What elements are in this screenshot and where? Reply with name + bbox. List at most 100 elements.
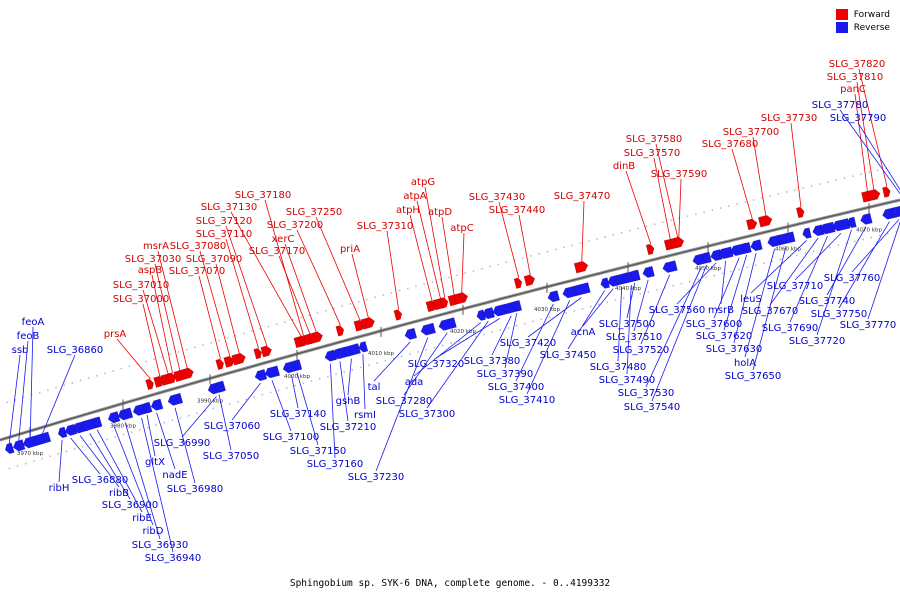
gene-reverse[interactable] (117, 407, 134, 422)
gene-forward-label[interactable]: SLG_37120 (196, 216, 252, 227)
gene-forward-label[interactable]: SLG_37440 (489, 205, 545, 216)
gene-reverse-label[interactable]: feoA (22, 317, 45, 328)
gene-reverse-label[interactable]: SLG_37560 (649, 305, 705, 316)
gene-reverse[interactable] (4, 442, 15, 455)
gene-forward-label[interactable]: SLG_37110 (196, 229, 252, 240)
gene-reverse-label[interactable]: SLG_37150 (290, 446, 346, 457)
gene-reverse[interactable] (512, 300, 523, 312)
gene-reverse-label[interactable]: rsmI (354, 410, 376, 421)
gene-forward-label[interactable]: SLG_37310 (357, 221, 413, 232)
gene-reverse-label[interactable]: SLG_37280 (376, 396, 432, 407)
gene-reverse[interactable] (254, 368, 268, 382)
gene-reverse[interactable] (709, 249, 723, 262)
gene-forward-label[interactable]: msrA (143, 241, 169, 252)
gene-forward[interactable] (167, 372, 177, 384)
gene-reverse-label[interactable]: SLG_37400 (488, 382, 544, 393)
gene-forward[interactable] (260, 345, 273, 358)
gene-forward[interactable] (439, 297, 449, 309)
gene-forward-label[interactable]: SLG_37430 (469, 192, 525, 203)
gene-forward-label[interactable]: SLG_37810 (827, 72, 883, 83)
gene-reverse-label[interactable]: SLG_36940 (145, 553, 201, 564)
gene-reverse-label[interactable]: SLG_37450 (540, 350, 596, 361)
gene-forward-label[interactable]: SLG_37010 (113, 280, 169, 291)
gene-reverse[interactable] (561, 285, 578, 299)
gene-reverse-label[interactable]: SLG_37600 (686, 319, 742, 330)
gene-forward-label[interactable]: panC (840, 84, 866, 95)
gene-forward-label[interactable]: SLG_37580 (626, 134, 682, 145)
gene-reverse[interactable] (831, 218, 851, 232)
gene-forward[interactable] (335, 325, 345, 337)
gene-forward-label[interactable]: SLG_37090 (186, 254, 242, 265)
gene-forward-label[interactable]: aspB (138, 265, 163, 276)
gene-forward-label[interactable]: SLG_37470 (554, 191, 610, 202)
gene-reverse-label[interactable]: SLG_36900 (102, 500, 158, 511)
gene-reverse-label[interactable]: SLG_37160 (307, 459, 363, 470)
gene-reverse[interactable] (142, 401, 153, 414)
gene-reverse[interactable] (801, 227, 812, 240)
gene-forward[interactable] (673, 236, 683, 249)
gene-reverse-label[interactable]: SLG_37390 (477, 369, 533, 380)
gene-forward-label[interactable]: atpD (428, 207, 452, 218)
gene-reverse-label[interactable]: SLG_37210 (320, 422, 376, 433)
gene-forward-label[interactable]: atpC (450, 223, 473, 234)
gene-forward[interactable] (231, 352, 247, 366)
gene-reverse-label[interactable]: ribH (49, 483, 70, 494)
gene-forward-label[interactable]: xerC (272, 234, 295, 245)
gene-reverse[interactable] (32, 431, 52, 446)
gene-reverse-label[interactable]: SLG_37300 (399, 409, 455, 420)
gene-forward-label[interactable]: SLG_37130 (201, 202, 257, 213)
gene-reverse[interactable] (482, 307, 496, 320)
gene-reverse-label[interactable]: tal (368, 382, 381, 393)
gene-reverse[interactable] (214, 381, 225, 393)
gene-reverse-label[interactable]: SLG_37710 (767, 281, 823, 292)
gene-reverse-label[interactable]: ada (405, 377, 424, 388)
gene-reverse[interactable] (292, 359, 303, 372)
gene-reverse-label[interactable]: acnA (571, 327, 596, 338)
gene-reverse-label[interactable]: SLG_36990 (154, 438, 210, 449)
gene-forward[interactable] (223, 355, 236, 368)
gene-reverse-label[interactable]: SLG_37100 (263, 432, 319, 443)
gene-reverse-label[interactable]: SLG_37050 (203, 451, 259, 462)
gene-forward[interactable] (393, 309, 403, 321)
gene-reverse-label[interactable]: ribB (109, 488, 129, 499)
gene-forward[interactable] (215, 358, 225, 371)
gene-reverse[interactable] (438, 317, 457, 331)
gene-forward-label[interactable]: SLG_37730 (761, 113, 817, 124)
gene-reverse[interactable] (846, 216, 857, 229)
gene-forward-label[interactable]: SLG_37080 (170, 241, 226, 252)
gene-reverse-label[interactable]: SLG_36930 (132, 540, 188, 551)
gene-forward[interactable] (573, 260, 589, 274)
gene-reverse-label[interactable]: SLG_37320 (408, 359, 464, 370)
gene-forward-label[interactable]: SLG_37250 (286, 207, 342, 218)
gene-reverse[interactable] (749, 239, 763, 252)
gene-forward-label[interactable]: SLG_37590 (651, 169, 707, 180)
gene-reverse-label[interactable]: ssb (12, 345, 29, 356)
gene-reverse-label[interactable]: SLG_36980 (167, 484, 223, 495)
gene-reverse-label[interactable]: SLG_37760 (824, 273, 880, 284)
gene-reverse-label[interactable]: SLG_37630 (706, 344, 762, 355)
gene-reverse-label[interactable]: SLG_37770 (840, 320, 896, 331)
gene-reverse-label[interactable]: SLG_37140 (270, 409, 326, 420)
gene-reverse-label[interactable]: SLG_37690 (762, 323, 818, 334)
gene-reverse[interactable] (107, 411, 121, 424)
gene-reverse[interactable] (819, 221, 836, 235)
gene-reverse[interactable] (811, 224, 825, 237)
gene-forward[interactable] (795, 206, 805, 219)
gene-reverse-label[interactable]: gltX (145, 457, 165, 468)
gene-reverse[interactable] (324, 349, 338, 363)
gene-reverse[interactable] (404, 327, 418, 341)
gene-reverse-label[interactable]: SLG_37510 (606, 332, 662, 343)
gene-reverse[interactable] (492, 303, 508, 317)
gene-forward[interactable] (145, 378, 156, 391)
gene-forward-label[interactable]: SLG_37820 (829, 59, 885, 70)
gene-reverse[interactable] (547, 290, 561, 303)
gene-forward-label[interactable]: SLG_37170 (249, 246, 305, 257)
gene-forward[interactable] (645, 243, 655, 256)
gene-reverse-label[interactable]: SLG_37740 (799, 296, 855, 307)
gene-reverse-label[interactable]: SLG_37500 (599, 319, 655, 330)
gene-forward-label[interactable]: atpH (396, 205, 420, 216)
gene-reverse-label[interactable]: feoB (17, 331, 40, 342)
gene-reverse-label[interactable]: SLG_37750 (811, 309, 867, 320)
gene-reverse[interactable] (264, 365, 281, 379)
gene-forward-label[interactable]: SLG_37070 (169, 266, 225, 277)
